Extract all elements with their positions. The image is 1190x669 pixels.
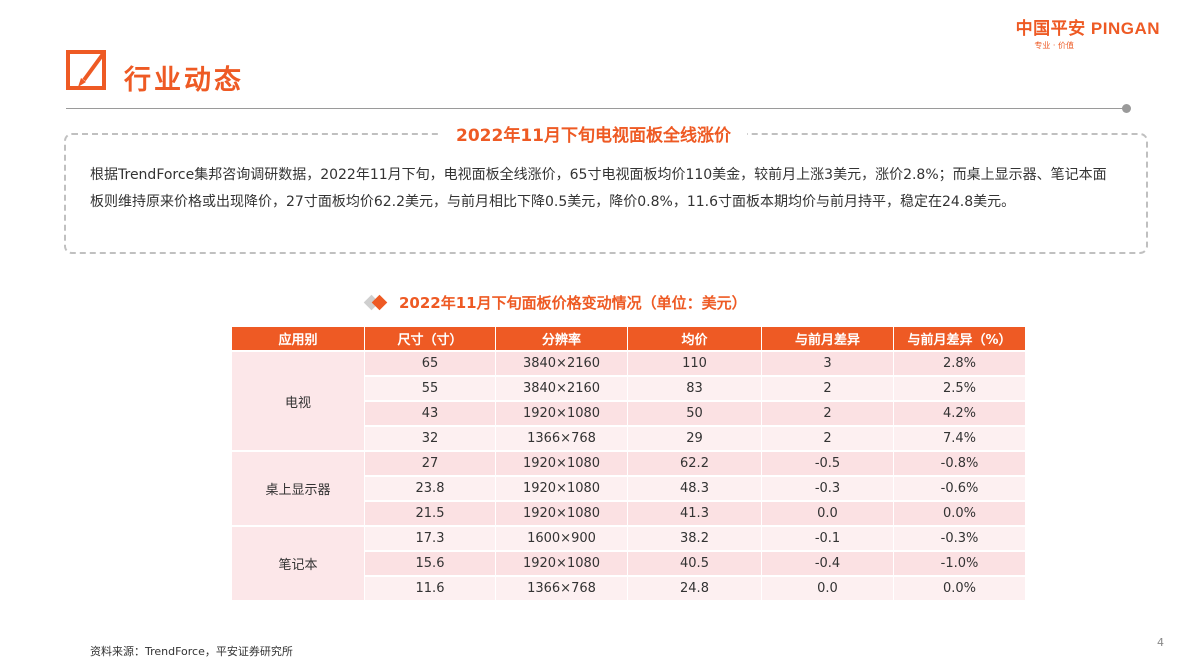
cell-resolution: 1920×1080 — [496, 452, 628, 477]
cell-price: 110 — [628, 352, 762, 377]
cell-diff: -0.4 — [762, 552, 894, 577]
cell-diff-pct: 0.0% — [894, 502, 1026, 527]
cell-diff: 2 — [762, 427, 894, 452]
cell-price: 24.8 — [628, 577, 762, 602]
cell-price: 50 — [628, 402, 762, 427]
table-row: 电视 65 3840×2160 110 3 2.8% — [232, 352, 1026, 452]
cell-resolution: 1600×900 — [496, 527, 628, 552]
header-application: 应用别 — [232, 327, 365, 352]
summary-text: 根据TrendForce集邦咨询调研数据，2022年11月下旬，电视面板全线涨价… — [90, 167, 1107, 210]
cell-size: 27 — [365, 452, 496, 477]
panel-price-table: 应用别 尺寸（寸） 分辨率 均价 与前月差异 与前月差异（%） 电视 65 38… — [232, 327, 1026, 602]
title-divider — [66, 108, 1124, 109]
header-mom-diff-pct: 与前月差异（%） — [894, 327, 1026, 352]
cell-diff-pct: 2.8% — [894, 352, 1026, 377]
cell-diff: 2 — [762, 402, 894, 427]
page-number: 4 — [1157, 636, 1164, 649]
cell-size: 21.5 — [365, 502, 496, 527]
page-title: 行业动态 — [124, 65, 244, 96]
header-size: 尺寸（寸） — [365, 327, 496, 352]
cell-size: 17.3 — [365, 527, 496, 552]
cell-resolution: 1920×1080 — [496, 552, 628, 577]
cell-resolution: 1920×1080 — [496, 477, 628, 502]
cell-diff-pct: 0.0% — [894, 577, 1026, 602]
cell-diff: 0.0 — [762, 502, 894, 527]
cell-diff: -0.3 — [762, 477, 894, 502]
header-mom-diff: 与前月差异 — [762, 327, 894, 352]
table-row: 15.6 1920×1080 40.5 -0.4 -1.0% — [232, 552, 1026, 577]
cell-diff: 0.0 — [762, 577, 894, 602]
cell-price: 83 — [628, 377, 762, 402]
cell-diff-pct: 4.2% — [894, 402, 1026, 427]
header-average-price: 均价 — [628, 327, 762, 352]
header-resolution: 分辨率 — [496, 327, 628, 352]
cell-resolution: 1920×1080 — [496, 402, 628, 427]
summary-heading: 2022年11月下旬电视面板全线涨价 — [440, 121, 747, 146]
cell-diff-pct: -0.8% — [894, 452, 1026, 477]
cell-resolution: 3840×2160 — [496, 352, 628, 377]
cell-diff: 2 — [762, 377, 894, 402]
table-row: 21.5 1920×1080 41.3 0.0 0.0% — [232, 502, 1026, 527]
group-cell: 桌上显示器 — [232, 452, 365, 527]
cell-diff: -0.5 — [762, 452, 894, 477]
cell-size: 23.8 — [365, 477, 496, 502]
cell-size: 55 — [365, 377, 496, 402]
table-row: 43 1920×1080 50 2 4.2% — [232, 402, 1026, 427]
cell-diff-pct: 2.5% — [894, 377, 1026, 402]
cell-resolution: 3840×2160 — [496, 377, 628, 402]
brand-name: 中国平安 PINGAN — [1015, 19, 1160, 38]
brand-tagline: 专业 · 价值 — [1034, 41, 1074, 50]
table-row: 笔记本 17.3 1600×900 38.2 -0.1 -0.3% — [232, 527, 1026, 602]
table-row: 32 1366×768 29 2 7.4% — [232, 427, 1026, 452]
cell-size: 15.6 — [365, 552, 496, 577]
cell-diff-pct: 7.4% — [894, 427, 1026, 452]
cell-diff: 3 — [762, 352, 894, 377]
cell-resolution: 1366×768 — [496, 427, 628, 452]
cell-resolution: 1366×768 — [496, 577, 628, 602]
cell-diff-pct: -0.3% — [894, 527, 1026, 552]
cell-resolution: 1920×1080 — [496, 502, 628, 527]
table-row: 55 3840×2160 83 2 2.5% — [232, 377, 1026, 402]
cell-size: 43 — [365, 402, 496, 427]
cell-price: 40.5 — [628, 552, 762, 577]
table-row: 11.6 1366×768 24.8 0.0 0.0% — [232, 577, 1026, 602]
cell-diff: -0.1 — [762, 527, 894, 552]
divider-dot — [1122, 104, 1131, 113]
cell-price: 41.3 — [628, 502, 762, 527]
cell-size: 32 — [365, 427, 496, 452]
cell-size: 65 — [365, 352, 496, 377]
cell-price: 48.3 — [628, 477, 762, 502]
table-title: 2022年11月下旬面板价格变动情况（单位：美元） — [399, 294, 747, 312]
cell-price: 62.2 — [628, 452, 762, 477]
source-note: 资料来源：TrendForce，平安证券研究所 — [90, 645, 293, 658]
table-row: 桌上显示器 27 1920×1080 62.2 -0.5 -0.8% — [232, 452, 1026, 527]
table-header-row: 应用别 尺寸（寸） 分辨率 均价 与前月差异 与前月差异（%） — [232, 327, 1026, 352]
pingan-logo: 中国平安 PINGAN 专业 · 价值 — [1016, 14, 1160, 51]
cell-diff-pct: -1.0% — [894, 552, 1026, 577]
group-cell: 笔记本 — [232, 527, 365, 602]
cell-price: 38.2 — [628, 527, 762, 552]
group-cell: 电视 — [232, 352, 365, 452]
cell-size: 11.6 — [365, 577, 496, 602]
table-row: 23.8 1920×1080 48.3 -0.3 -0.6% — [232, 477, 1026, 502]
pen-icon — [66, 50, 106, 90]
cell-diff-pct: -0.6% — [894, 477, 1026, 502]
table-title-row: 2022年11月下旬面板价格变动情况（单位：美元） — [363, 292, 747, 313]
cell-price: 29 — [628, 427, 762, 452]
